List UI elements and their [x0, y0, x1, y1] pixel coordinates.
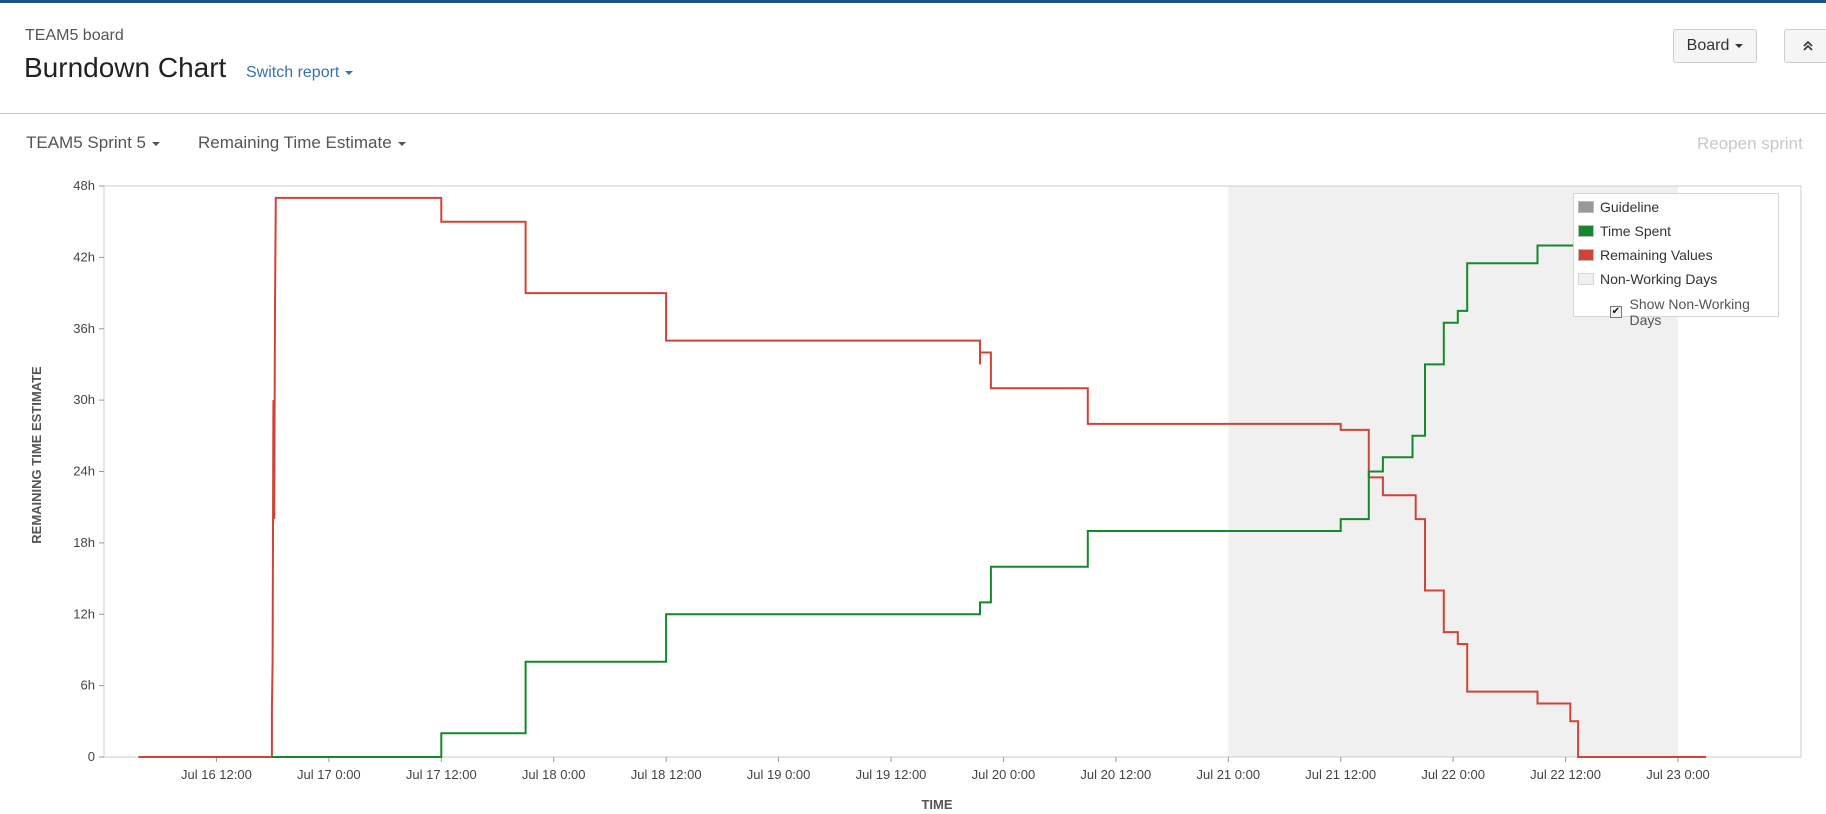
series-line-remaining-values: [138, 196, 1707, 758]
y-tick-label: 12h: [73, 606, 95, 621]
x-tick-label: Jul 22 0:00: [1421, 767, 1485, 782]
switch-report-label: Switch report: [246, 64, 340, 81]
x-tick-label: Jul 16 12:00: [181, 767, 252, 782]
x-tick-label: Jul 21 12:00: [1305, 767, 1376, 782]
show-non-working-days-toggle[interactable]: ✔ Show Non-Working Days: [1610, 296, 1778, 328]
x-tick-label: Jul 19 0:00: [747, 767, 811, 782]
legend-label-time-spent: Time Spent: [1600, 223, 1672, 239]
legend-swatch-remaining-values: [1578, 249, 1594, 261]
board-button[interactable]: Board: [1673, 29, 1757, 63]
x-tick-label: Jul 20 12:00: [1080, 767, 1151, 782]
legend-item-remaining-values[interactable]: Remaining Values: [1578, 247, 1713, 263]
board-name: TEAM5 board: [25, 27, 124, 44]
legend-label-guideline: Guideline: [1600, 199, 1660, 215]
y-tick-label: 42h: [73, 249, 95, 264]
x-axis-title: TIME: [921, 797, 952, 812]
chart-legend: Guideline Time Spent Remaining Values No…: [1573, 193, 1779, 328]
sprint-selector-label: TEAM5 Sprint 5: [26, 133, 146, 152]
x-tick-label: Jul 21 0:00: [1196, 767, 1260, 782]
top-accent-bar: [0, 0, 1826, 3]
y-tick-label: 36h: [73, 321, 95, 336]
show-non-working-days-label: Show Non-Working Days: [1629, 296, 1750, 328]
caret-down-icon: [345, 70, 354, 75]
x-tick-label: Jul 20 0:00: [972, 767, 1036, 782]
reopen-sprint-button: Reopen sprint: [1697, 134, 1803, 153]
switch-report-dropdown[interactable]: Switch report: [246, 64, 354, 82]
legend-swatch-guideline: [1578, 201, 1594, 213]
caret-down-icon: [1735, 44, 1744, 48]
legend-swatch-time-spent: [1578, 225, 1594, 237]
y-tick-label: 0: [88, 749, 95, 764]
y-tick-label: 6h: [81, 678, 95, 693]
legend-item-time-spent[interactable]: Time Spent: [1578, 223, 1671, 239]
x-tick-label: Jul 23 0:00: [1646, 767, 1710, 782]
legend-swatch-non-working-days: [1578, 273, 1594, 285]
legend-item-guideline[interactable]: Guideline: [1578, 199, 1659, 215]
caret-down-icon: [152, 141, 160, 146]
show-non-working-days-checkbox[interactable]: ✔: [1610, 306, 1622, 318]
page-title: Burndown Chart: [24, 52, 227, 83]
y-tick-label: 18h: [73, 535, 95, 550]
y-tick-label: 48h: [73, 178, 95, 193]
legend-item-non-working-days[interactable]: Non-Working Days: [1578, 271, 1717, 287]
y-tick-label: 24h: [73, 464, 95, 479]
x-tick-label: Jul 17 0:00: [297, 767, 361, 782]
y-tick-label: 30h: [73, 392, 95, 407]
x-tick-label: Jul 22 12:00: [1530, 767, 1601, 782]
board-button-label: Board: [1686, 37, 1730, 54]
estimate-selector[interactable]: Remaining Time Estimate: [198, 133, 406, 153]
x-tick-label: Jul 19 12:00: [856, 767, 927, 782]
y-axis-title: REMAINING TIME ESTIMATE: [29, 366, 44, 544]
x-tick-label: Jul 17 12:00: [406, 767, 477, 782]
x-tick-label: Jul 18 12:00: [631, 767, 702, 782]
legend-label-non-working-days: Non-Working Days: [1600, 271, 1718, 287]
series-line-time-spent: [271, 196, 1707, 758]
header-divider: [0, 113, 1826, 114]
collapse-header-button[interactable]: [1784, 29, 1826, 63]
sprint-selector[interactable]: TEAM5 Sprint 5: [26, 133, 160, 153]
caret-down-icon: [397, 141, 406, 146]
chevron-double-up-icon: [1803, 41, 1813, 51]
estimate-selector-label: Remaining Time Estimate: [198, 133, 392, 152]
legend-label-remaining-values: Remaining Values: [1600, 247, 1713, 263]
x-tick-label: Jul 18 0:00: [522, 767, 586, 782]
